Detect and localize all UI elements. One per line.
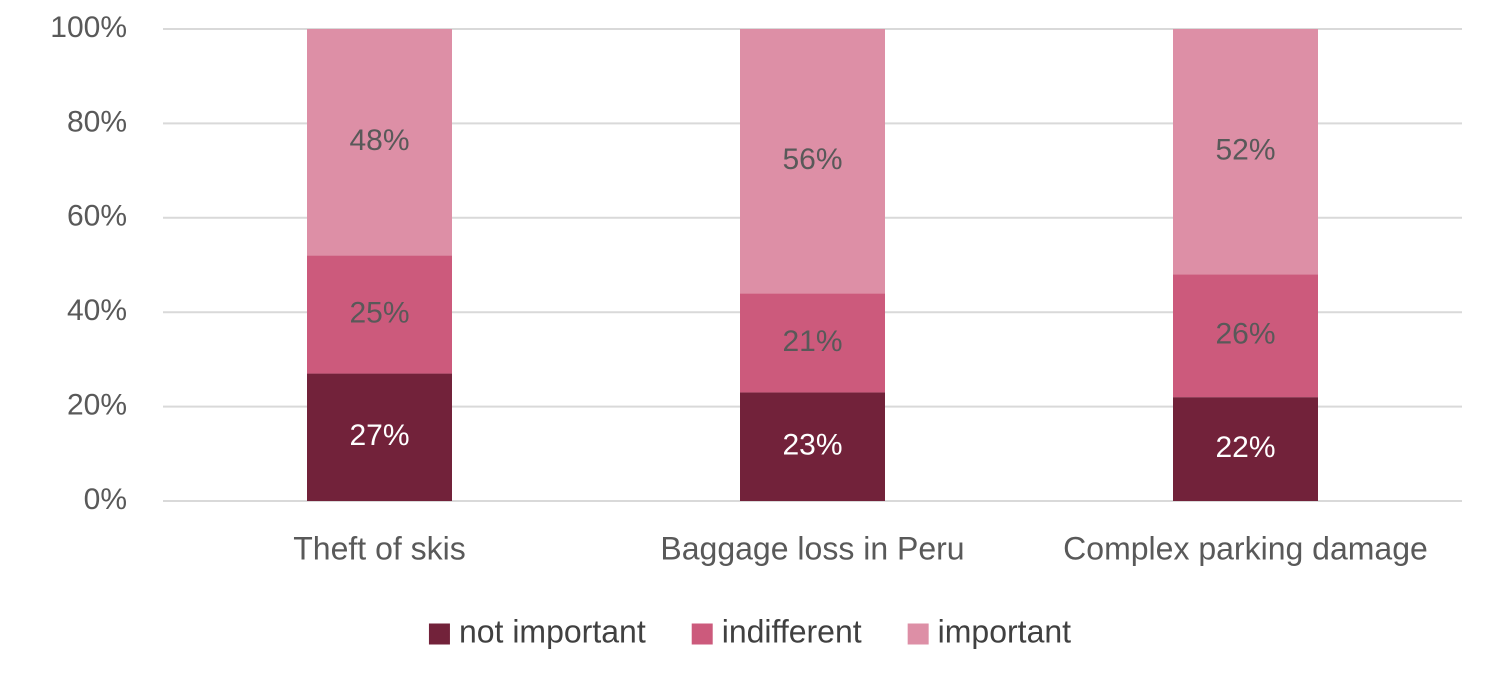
y-tick-label: 40% (67, 294, 127, 327)
data-label: 25% (349, 296, 409, 329)
bar-segment (1173, 397, 1318, 501)
data-label: 48% (349, 124, 409, 157)
bar-segment (307, 255, 452, 374)
data-label: 27% (349, 419, 409, 452)
bar-segment (307, 29, 452, 256)
y-tick-label: 60% (67, 200, 127, 233)
bar-segment (740, 293, 885, 393)
data-label: 56% (782, 143, 842, 176)
bar-segment (1173, 274, 1318, 398)
legend-swatch (691, 623, 713, 645)
x-category-label: Theft of skis (293, 530, 466, 566)
legend: not important indifferent important (428, 613, 1072, 649)
data-label: 21% (782, 325, 842, 358)
bar-segment (740, 392, 885, 501)
legend-label: indifferent (722, 613, 862, 649)
data-label: 22% (1215, 431, 1275, 464)
y-tick-label: 80% (67, 105, 127, 138)
bar-segment (1173, 29, 1318, 275)
y-tick-label: 20% (67, 389, 127, 422)
bar-segment (740, 29, 885, 294)
data-label: 23% (782, 429, 842, 462)
x-axis-category-labels: Theft of skis Baggage loss in Peru Complex… (293, 530, 1428, 566)
y-tick-label: 100% (50, 11, 127, 44)
bar-segment (307, 373, 452, 501)
x-category-label: Complex parking damage (1063, 530, 1428, 566)
legend-swatch (907, 623, 929, 645)
bars (307, 29, 1318, 501)
y-tick-label: 0% (84, 483, 127, 516)
data-label: 52% (1215, 134, 1275, 167)
legend-label: not important (459, 613, 646, 649)
legend-label: important (938, 613, 1072, 649)
x-category-label: Baggage loss in Peru (660, 530, 964, 566)
data-label: 26% (1215, 318, 1275, 351)
legend-swatch (428, 623, 450, 645)
data-labels: 27% 25% 48% 23% 21% 56% 22% 26% 52% (349, 124, 1275, 464)
y-axis-tick-labels: 0% 20% 40% 60% 80% 100% (50, 11, 127, 516)
